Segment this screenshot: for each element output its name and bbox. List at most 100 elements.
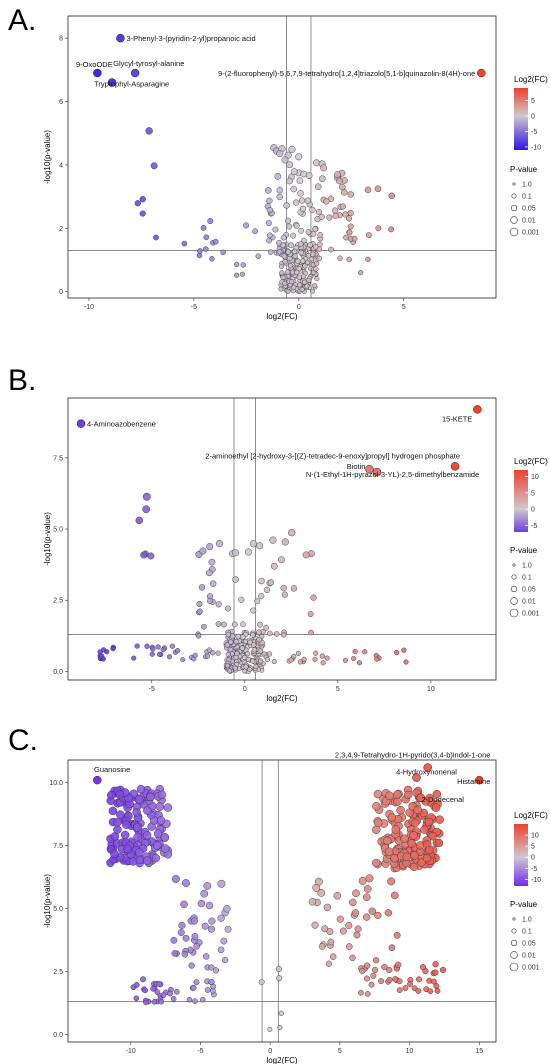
data-point <box>358 876 367 885</box>
data-point <box>309 251 316 258</box>
size-legend-key <box>511 928 517 934</box>
data-point <box>325 960 333 967</box>
data-point <box>283 202 290 209</box>
data-point <box>110 645 116 652</box>
data-point <box>410 851 419 860</box>
data-point <box>291 284 297 290</box>
data-point <box>342 657 348 663</box>
data-point <box>182 934 190 942</box>
x-tick-label: -5 <box>191 304 197 311</box>
point-label: Glycyl-tyrosyl-alanine <box>113 59 184 68</box>
size-legend-title: P-value <box>510 165 538 174</box>
labeled-point <box>93 775 102 785</box>
data-point <box>310 288 315 294</box>
data-point <box>305 172 313 179</box>
labeled-point <box>416 793 425 803</box>
data-point <box>321 925 329 933</box>
colorbar-tick-label: 5 <box>531 98 535 105</box>
data-point <box>290 232 297 239</box>
data-point <box>407 981 413 988</box>
data-point <box>313 159 320 167</box>
data-point <box>312 282 318 288</box>
x-tick-label: -5 <box>149 686 155 693</box>
data-point <box>353 931 361 939</box>
data-point <box>396 987 403 994</box>
data-point <box>347 223 354 230</box>
data-point <box>320 164 327 172</box>
data-point <box>364 186 372 194</box>
data-point <box>133 823 142 832</box>
data-point <box>278 286 284 292</box>
data-point <box>266 630 273 637</box>
data-point <box>345 943 353 950</box>
data-point <box>415 988 422 994</box>
x-tick-label: -5 <box>197 1048 203 1055</box>
data-point <box>149 651 155 657</box>
data-point <box>430 978 437 985</box>
data-point <box>132 808 141 817</box>
data-point <box>297 190 304 197</box>
data-point <box>274 173 282 180</box>
data-point <box>169 643 176 649</box>
data-point <box>133 832 142 842</box>
data-point <box>280 274 286 280</box>
data-point <box>435 815 444 824</box>
data-point <box>122 820 131 829</box>
data-point <box>298 227 304 234</box>
data-point <box>368 981 375 988</box>
data-point <box>410 818 420 828</box>
x-tick-label: 0 <box>243 686 247 693</box>
data-point <box>273 631 280 637</box>
data-point <box>402 852 411 862</box>
data-point <box>279 270 285 276</box>
data-point <box>220 937 228 945</box>
data-point <box>302 551 310 559</box>
panel-3: C. -10 -5 0 5 10 15 0.0 2.5 5.0 7.5 10.0 log2(FC) -lo… <box>8 724 548 1064</box>
size-legend-key <box>510 204 518 212</box>
data-point <box>204 987 211 993</box>
data-point <box>267 1026 273 1032</box>
data-point <box>160 833 170 842</box>
data-point <box>347 191 354 198</box>
data-point <box>281 253 287 259</box>
data-point <box>299 205 307 212</box>
data-point <box>209 580 217 587</box>
data-point <box>238 596 245 603</box>
size-legend-key <box>512 182 516 186</box>
data-point <box>227 668 233 674</box>
data-point <box>290 585 298 592</box>
data-point <box>313 650 319 656</box>
data-point <box>415 976 422 983</box>
data-point <box>301 656 307 662</box>
data-point <box>208 917 216 925</box>
data-point <box>400 834 409 843</box>
colorbar-title: Log2(FC) <box>514 811 548 820</box>
data-point <box>247 667 253 673</box>
data-point <box>135 848 144 857</box>
data-point <box>390 891 399 900</box>
data-point <box>289 279 295 285</box>
data-point <box>288 657 294 663</box>
data-point <box>428 831 437 841</box>
colorbar <box>514 824 528 886</box>
size-legend-key <box>509 608 519 618</box>
data-point <box>368 907 376 915</box>
x-axis-label: log2(FC) <box>266 312 297 321</box>
size-legend-key <box>510 585 518 593</box>
data-point <box>258 658 264 664</box>
data-point <box>135 855 145 865</box>
data-point <box>221 956 229 964</box>
data-point <box>295 258 301 264</box>
data-point <box>217 879 226 888</box>
data-point <box>173 988 180 995</box>
data-point <box>258 979 265 986</box>
data-point <box>402 985 409 991</box>
data-point <box>207 597 214 604</box>
data-point <box>370 972 377 979</box>
data-point <box>333 891 342 900</box>
data-point <box>217 946 225 954</box>
data-point <box>197 899 206 908</box>
colorbar-tick-label: 10 <box>531 474 539 481</box>
data-point <box>157 790 167 800</box>
